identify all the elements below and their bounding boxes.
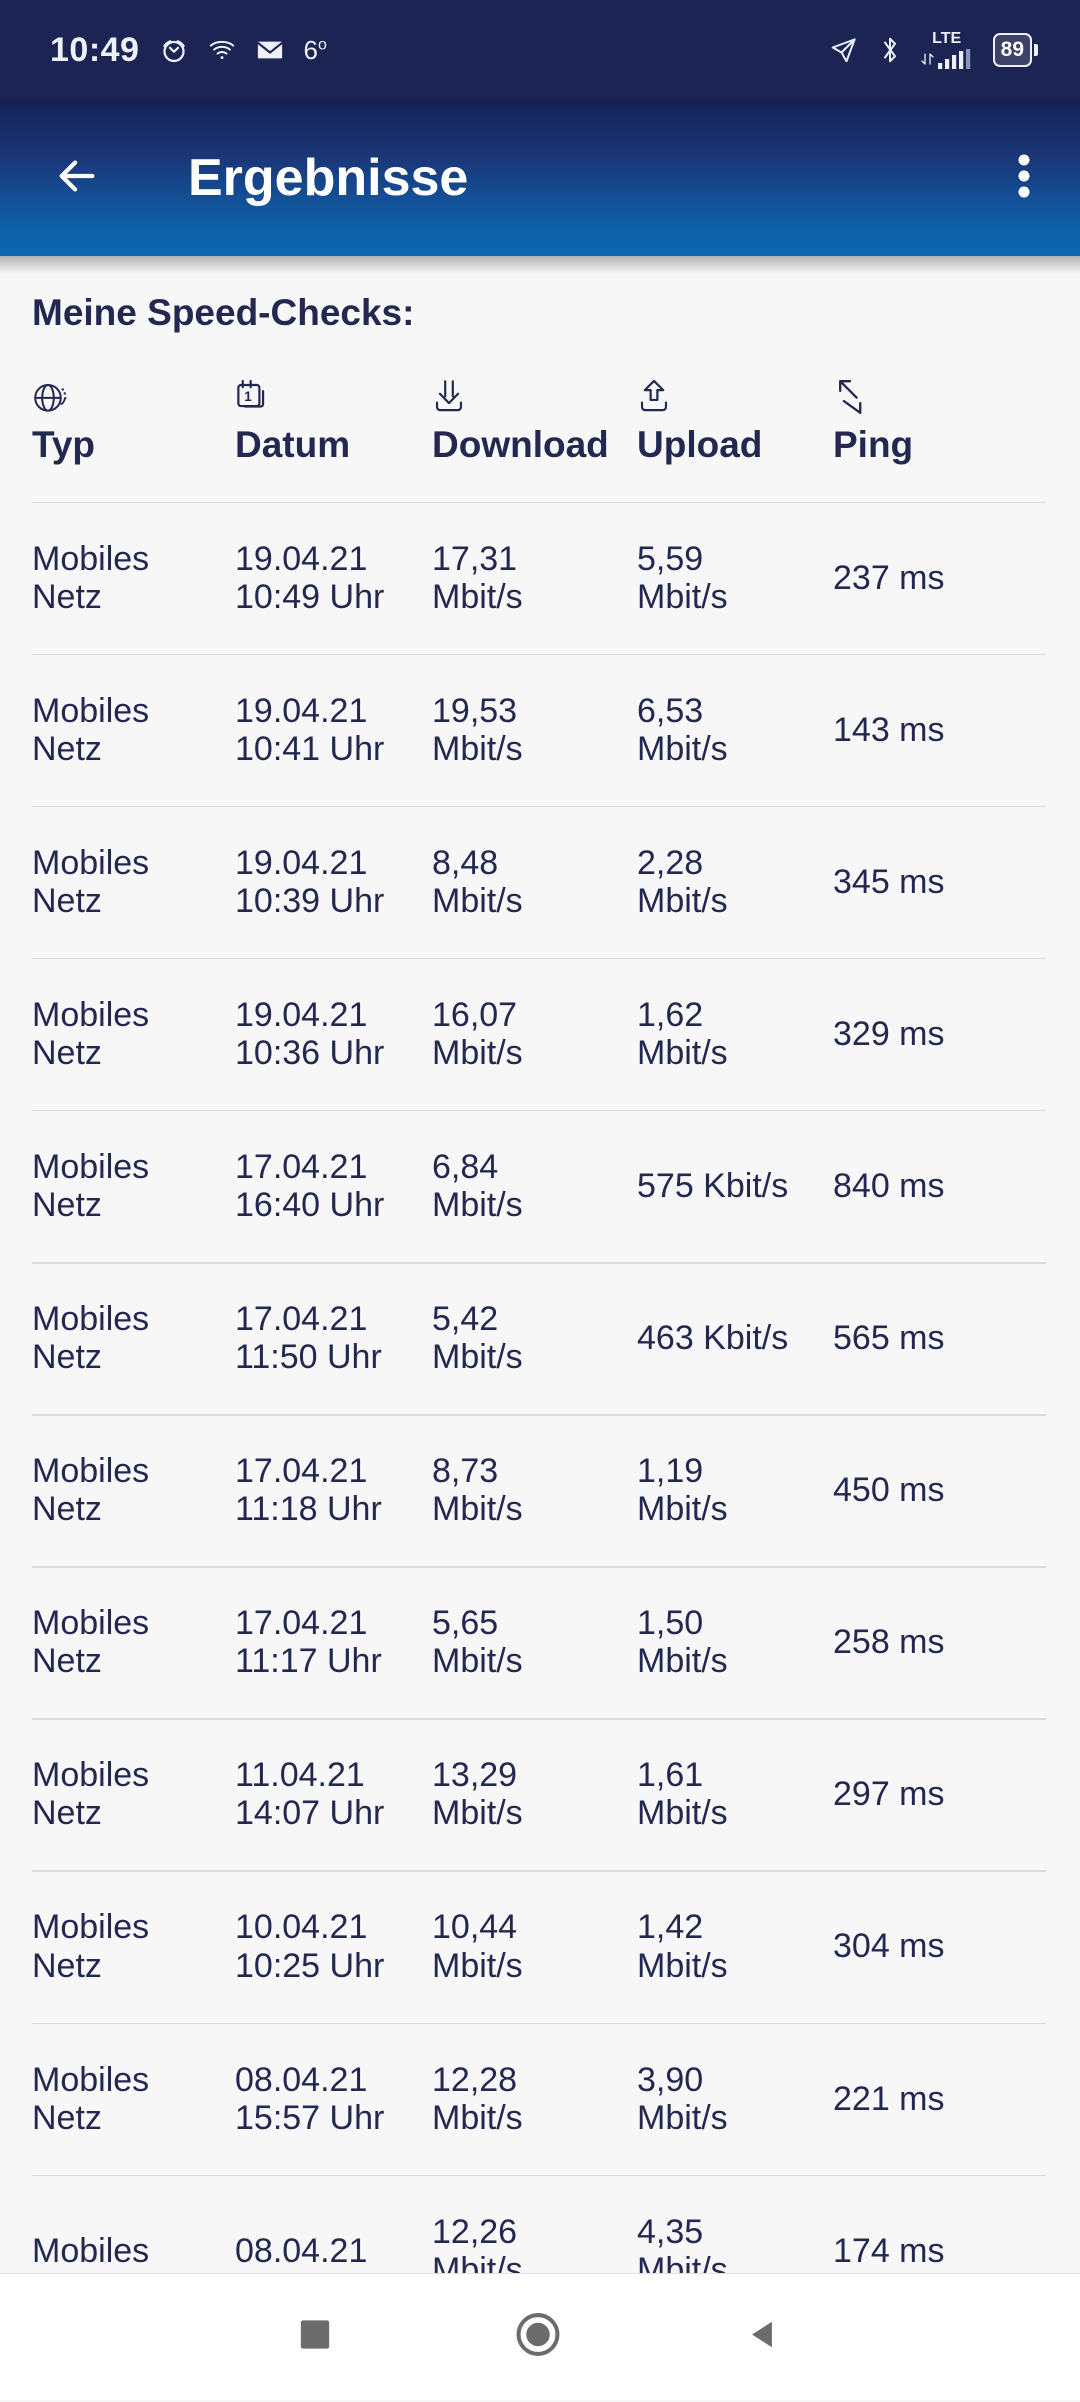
- svg-text:1: 1: [244, 389, 252, 404]
